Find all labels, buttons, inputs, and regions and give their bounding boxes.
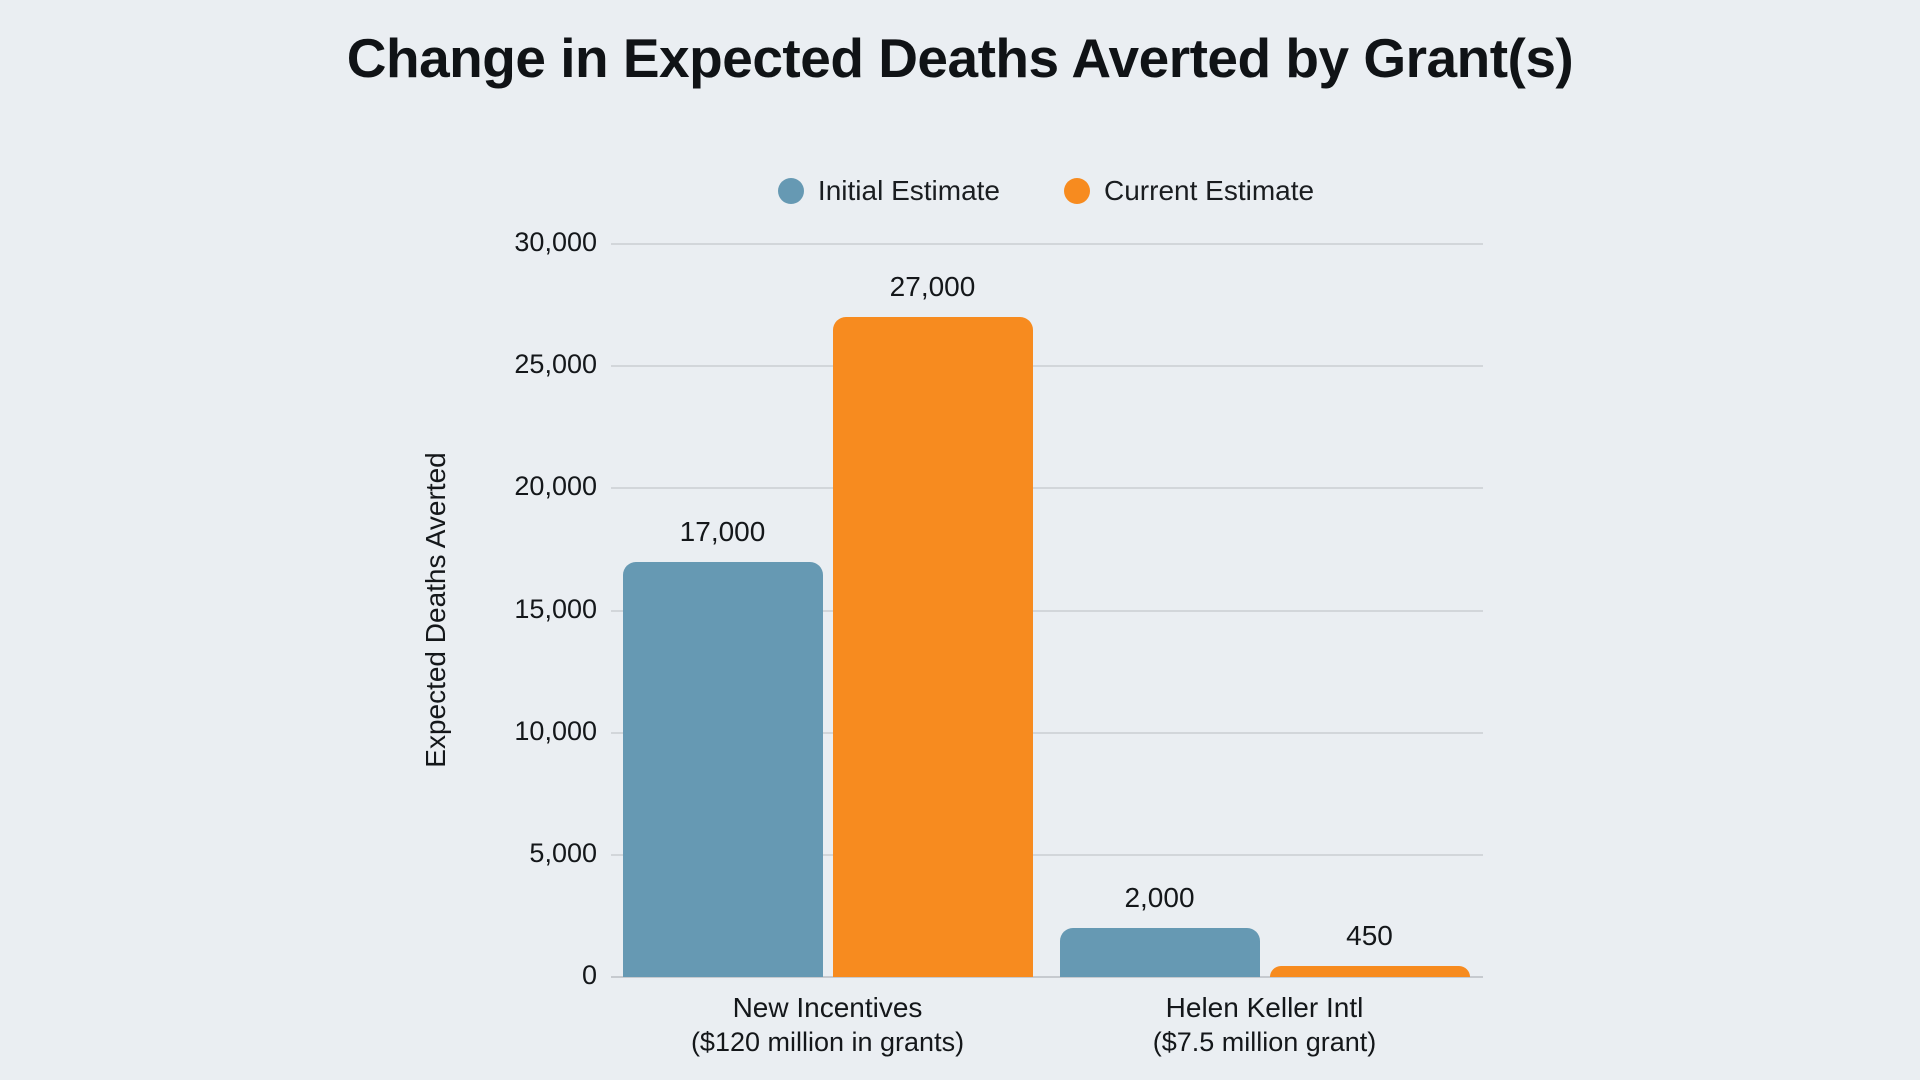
- category-name: New Incentives: [732, 992, 923, 1023]
- x-category-label: Helen Keller Intl ($7.5 million grant): [1046, 991, 1483, 1059]
- bar-value-label: 450: [1346, 920, 1393, 951]
- legend-label: Current Estimate: [1104, 175, 1315, 206]
- gridline: [611, 853, 1483, 856]
- gridline: [611, 609, 1483, 612]
- category-name: Helen Keller Intl: [1165, 992, 1364, 1023]
- gridline: [611, 487, 1483, 490]
- x-category-label: New Incentives ($120 million in grants): [609, 991, 1046, 1059]
- bar-value-label: 2,000: [1124, 882, 1195, 914]
- bar-current-estimate: [1269, 966, 1470, 977]
- category-grant-amount: ($120 million in grants): [690, 1027, 965, 1057]
- y-tick-label: 20,000: [514, 471, 597, 502]
- gridline: [611, 243, 1483, 245]
- bar-value-label: 17,000: [679, 515, 766, 547]
- y-tick-label: 15,000: [514, 593, 597, 624]
- bar-initial-estimate: [622, 561, 823, 977]
- legend-swatch-icon: [1064, 178, 1090, 204]
- legend-label: Initial Estimate: [817, 175, 1000, 206]
- x-axis-baseline: [611, 976, 1483, 978]
- category-grant-amount: ($7.5 million grant): [1152, 1027, 1377, 1057]
- legend: Initial Estimate Current Estimate: [609, 175, 1483, 207]
- legend-item-initial-estimate: Initial Estimate: [777, 175, 1000, 207]
- bar-value-label: 27,000: [889, 271, 976, 303]
- y-tick-label: 10,000: [514, 715, 597, 746]
- bar-current-estimate: [832, 317, 1033, 977]
- y-tick-label: 30,000: [514, 227, 597, 257]
- y-tick-label: 25,000: [514, 349, 597, 380]
- bar-initial-estimate: [1059, 928, 1260, 977]
- y-tick-label: 0: [581, 960, 597, 990]
- gridline: [611, 731, 1483, 734]
- legend-item-current-estimate: Current Estimate: [1064, 175, 1314, 207]
- gridline: [611, 365, 1483, 368]
- y-tick-label: 5,000: [529, 837, 597, 868]
- chart-title: Change in Expected Deaths Averted by Gra…: [346, 27, 1574, 89]
- legend-swatch-icon: [777, 178, 804, 204]
- plot-area: 17,000 27,000 2,000 450: [609, 243, 1483, 978]
